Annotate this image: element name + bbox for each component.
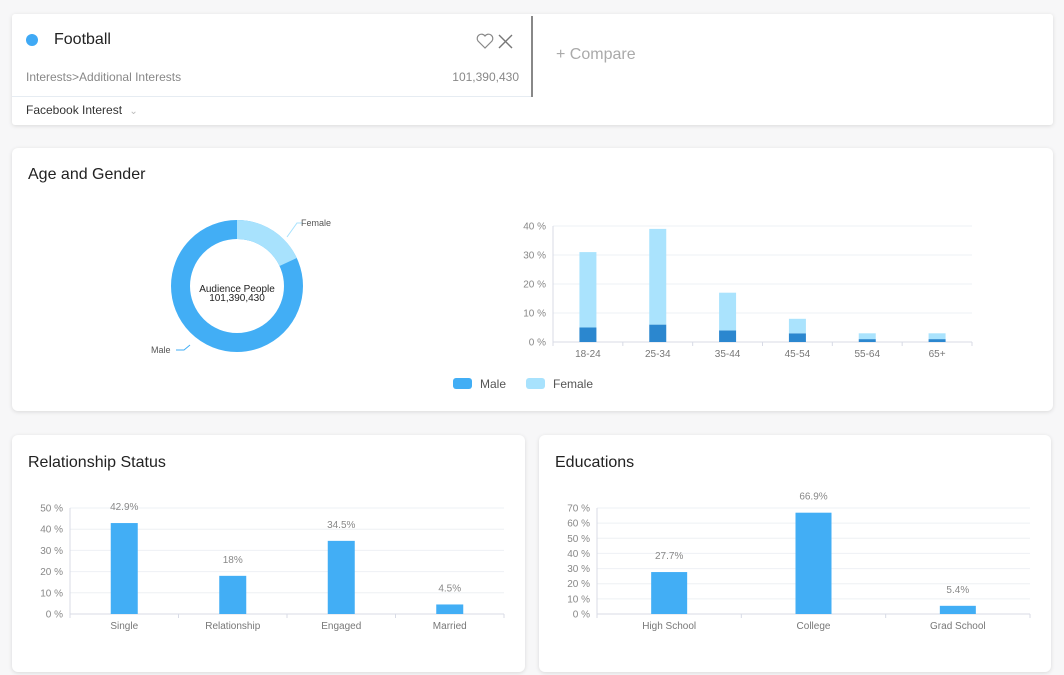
y-tick-label: 20 % bbox=[40, 567, 63, 578]
x-tick-label: High School bbox=[642, 621, 696, 632]
donut-label-male: Male bbox=[151, 345, 171, 355]
legend-female-swatch bbox=[526, 378, 545, 389]
male-leader-line bbox=[176, 344, 191, 351]
bar-female[interactable] bbox=[649, 228, 667, 325]
x-tick-label: 35-44 bbox=[715, 349, 741, 360]
y-tick-label: 60 % bbox=[567, 519, 590, 530]
audience-size: 101,390,430 bbox=[452, 70, 519, 84]
bar-female[interactable] bbox=[858, 333, 876, 340]
y-tick-label: 50 % bbox=[40, 504, 63, 515]
y-tick-label: 10 % bbox=[567, 594, 590, 605]
bar-value-label: 34.5% bbox=[327, 520, 355, 531]
bar-educations[interactable] bbox=[795, 512, 832, 614]
interest-category-path: Interests>Additional Interests bbox=[26, 70, 182, 84]
y-tick-label: 40 % bbox=[40, 525, 63, 536]
gender-donut-chart: Audience People 101,390,430 Female Male bbox=[151, 218, 331, 355]
interest-color-dot bbox=[26, 34, 38, 46]
bar-female[interactable] bbox=[788, 318, 806, 334]
interest-card: Football Interests>Additional Interests … bbox=[12, 14, 1053, 125]
relationship-title: Relationship Status bbox=[28, 454, 166, 471]
x-tick-label: Married bbox=[433, 621, 467, 632]
x-tick-label: 65+ bbox=[929, 349, 946, 360]
relationship-card: Relationship Status bbox=[12, 435, 525, 672]
y-tick-label: 0 % bbox=[573, 610, 590, 621]
y-tick-label: 20 % bbox=[523, 280, 546, 291]
source-dropdown[interactable]: Facebook Interest ⌄ bbox=[26, 103, 138, 117]
y-tick-label: 40 % bbox=[567, 549, 590, 560]
bar-male[interactable] bbox=[719, 330, 737, 342]
interest-name: Football bbox=[54, 31, 111, 48]
bar-female[interactable] bbox=[719, 292, 737, 331]
source-label: Facebook Interest bbox=[26, 103, 123, 117]
bar-value-label: 4.5% bbox=[438, 583, 461, 594]
x-tick-label: 45-54 bbox=[785, 349, 811, 360]
y-tick-label: 20 % bbox=[567, 579, 590, 590]
x-tick-label: 55-64 bbox=[854, 349, 880, 360]
donut-label-female: Female bbox=[301, 218, 331, 228]
y-tick-label: 10 % bbox=[523, 309, 546, 320]
x-tick-label: 18-24 bbox=[575, 349, 601, 360]
legend-female[interactable]: Female bbox=[526, 377, 593, 391]
y-tick-label: 40 % bbox=[523, 222, 546, 233]
bar-relationship-status[interactable] bbox=[110, 523, 138, 614]
legend-male-label: Male bbox=[480, 377, 507, 391]
y-tick-label: 0 % bbox=[46, 610, 63, 621]
x-tick-label: Relationship bbox=[205, 621, 260, 632]
card-divider-horizontal bbox=[12, 96, 531, 97]
favorite-heart-icon[interactable] bbox=[476, 33, 494, 54]
female-leader-line bbox=[286, 222, 302, 238]
age-gender-bar-chart: 0 % 10 % 20 % 30 % 40 % 18-24 25-34 35-44 45-54 5… bbox=[523, 222, 973, 360]
legend-male-swatch bbox=[453, 378, 472, 389]
x-tick-label: Engaged bbox=[321, 621, 361, 632]
x-tick-label: Single bbox=[110, 621, 138, 632]
bar-male[interactable] bbox=[579, 327, 597, 343]
x-tick-label: Grad School bbox=[930, 621, 986, 632]
bar-educations[interactable] bbox=[939, 605, 976, 614]
bar-female[interactable] bbox=[928, 333, 946, 340]
chevron-down-icon: ⌄ bbox=[129, 106, 138, 117]
education-bar-chart: 0 % 10 % 20 % 30 % 40 % 50 % 60 % 70 % High Scho… bbox=[567, 492, 1031, 632]
donut-slice-female[interactable] bbox=[171, 220, 303, 352]
bar-value-label: 5.4% bbox=[946, 585, 969, 596]
bar-value-label: 66.9% bbox=[799, 492, 827, 503]
legend-male[interactable]: Male bbox=[453, 377, 506, 391]
y-tick-label: 70 % bbox=[567, 504, 590, 515]
education-title: Educations bbox=[555, 454, 635, 471]
y-tick-label: 30 % bbox=[40, 546, 63, 557]
x-tick-label: 25-34 bbox=[645, 349, 671, 360]
bar-male[interactable] bbox=[788, 333, 806, 342]
bar-male[interactable] bbox=[858, 339, 876, 342]
compare-button[interactable]: + Compare bbox=[556, 46, 636, 63]
remove-close-icon[interactable] bbox=[498, 34, 513, 54]
bar-value-label: 18% bbox=[223, 555, 243, 566]
y-tick-label: 10 % bbox=[40, 588, 63, 599]
bar-relationship-status[interactable] bbox=[436, 604, 464, 614]
age-gender-title: Age and Gender bbox=[28, 166, 146, 183]
bar-educations[interactable] bbox=[651, 572, 688, 614]
relationship-bar-chart: 0 % 10 % 20 % 30 % 40 % 50 % Single 42.9% Relati… bbox=[40, 502, 505, 632]
y-tick-label: 30 % bbox=[567, 564, 590, 575]
donut-center-label: Audience People bbox=[199, 284, 275, 295]
y-tick-label: 0 % bbox=[529, 338, 546, 349]
bar-relationship-status[interactable] bbox=[219, 575, 247, 614]
bar-value-label: 42.9% bbox=[110, 502, 138, 513]
bar-female[interactable] bbox=[579, 252, 597, 328]
donut-center-value: 101,390,430 bbox=[209, 293, 265, 304]
card-divider-vertical bbox=[531, 16, 533, 97]
y-tick-label: 50 % bbox=[567, 534, 590, 545]
bar-male[interactable] bbox=[928, 339, 946, 342]
x-tick-label: College bbox=[797, 621, 831, 632]
y-tick-label: 30 % bbox=[523, 251, 546, 262]
bar-value-label: 27.7% bbox=[655, 551, 683, 562]
bar-male[interactable] bbox=[649, 324, 667, 342]
bar-relationship-status[interactable] bbox=[327, 540, 355, 614]
legend-female-label: Female bbox=[553, 377, 594, 391]
